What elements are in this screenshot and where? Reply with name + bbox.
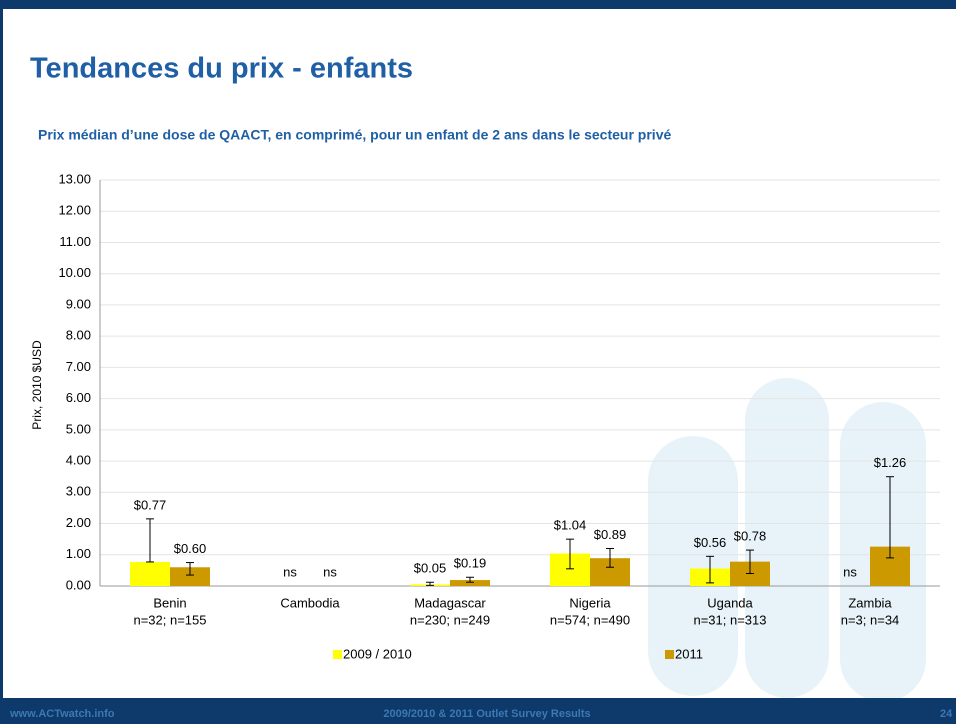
value-label: $0.56 xyxy=(694,535,727,550)
y-tick-label: 10.00 xyxy=(58,265,91,280)
legend-swatch xyxy=(333,650,342,659)
x-tick-label: Madagascar xyxy=(414,595,486,610)
value-label: $0.60 xyxy=(174,541,207,556)
value-label: $1.26 xyxy=(874,455,907,470)
y-tick-label: 1.00 xyxy=(66,546,91,561)
y-tick-label: 7.00 xyxy=(66,359,91,374)
y-tick-label: 9.00 xyxy=(66,296,91,311)
value-label: $0.89 xyxy=(594,527,627,542)
legend-swatch xyxy=(665,650,674,659)
y-axis-label: Prix, 2010 $USD xyxy=(30,340,44,430)
y-tick-label: 6.00 xyxy=(66,390,91,405)
slide-title: Tendances du prix - enfants xyxy=(30,53,413,85)
value-label: $0.19 xyxy=(454,556,487,571)
y-tick-label: 0.00 xyxy=(66,577,91,592)
footer-site: www.ACTwatch.info xyxy=(9,708,115,720)
value-label: $0.05 xyxy=(414,561,447,576)
x-tick-label: Zambia xyxy=(848,595,892,610)
y-tick-label: 13.00 xyxy=(58,171,91,186)
chart-title: Prix médian d’une dose de QAACT, en comp… xyxy=(38,127,671,143)
value-label: ns xyxy=(843,564,857,579)
x-tick-sublabel: n=3; n=34 xyxy=(841,612,900,627)
bar xyxy=(130,562,170,586)
legend-label: 2009 / 2010 xyxy=(343,646,412,661)
x-tick-label: Cambodia xyxy=(280,595,340,610)
y-tick-label: 12.00 xyxy=(58,203,91,218)
x-tick-label: Benin xyxy=(153,595,186,610)
x-tick-sublabel: n=230; n=249 xyxy=(410,612,490,627)
page-number: 24 xyxy=(940,708,953,720)
x-tick-sublabel: n=574; n=490 xyxy=(550,612,630,627)
left-border xyxy=(0,0,3,724)
x-tick-label: Nigeria xyxy=(569,595,611,610)
slide: Tendances du prix - enfants Prix médian … xyxy=(0,0,956,724)
legend-label: 2011 xyxy=(675,646,703,661)
value-label: $0.78 xyxy=(734,529,767,544)
x-tick-label: Uganda xyxy=(707,595,753,610)
y-tick-label: 3.00 xyxy=(66,484,91,499)
y-tick-label: 5.00 xyxy=(66,421,91,436)
y-tick-label: 8.00 xyxy=(66,328,91,343)
x-tick-sublabel: n=32; n=155 xyxy=(133,612,206,627)
x-tick-sublabel: n=31; n=313 xyxy=(693,612,766,627)
value-label: $1.04 xyxy=(554,518,587,533)
top-band xyxy=(0,0,956,9)
value-label: $0.77 xyxy=(134,497,167,512)
value-label: ns xyxy=(323,564,337,579)
y-tick-label: 4.00 xyxy=(66,453,91,468)
footer-center: 2009/2010 & 2011 Outlet Survey Results xyxy=(383,708,590,720)
value-label: ns xyxy=(283,564,297,579)
y-tick-label: 11.00 xyxy=(59,234,91,249)
y-tick-label: 2.00 xyxy=(66,515,91,530)
